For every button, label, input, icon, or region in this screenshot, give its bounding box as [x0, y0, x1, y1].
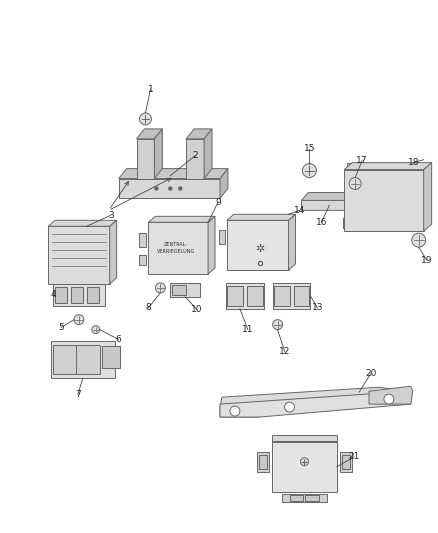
Bar [102, 346, 120, 368]
Circle shape [74, 314, 84, 325]
Text: ZENTRAL-
VERRIEGELUNG: ZENTRAL- VERRIEGELUNG [157, 242, 195, 254]
Bar [290, 495, 304, 500]
Bar [138, 255, 146, 265]
Circle shape [92, 326, 100, 334]
Bar [369, 197, 409, 219]
Circle shape [285, 402, 294, 412]
Bar [53, 284, 105, 306]
Text: 1: 1 [148, 85, 153, 94]
Bar [272, 442, 337, 491]
Polygon shape [148, 216, 215, 222]
Text: 5: 5 [58, 323, 64, 332]
Bar [87, 287, 99, 303]
Circle shape [140, 113, 152, 125]
Bar [282, 494, 327, 502]
Bar [274, 286, 290, 306]
Polygon shape [424, 163, 431, 231]
Bar [293, 286, 309, 306]
Bar [170, 283, 200, 297]
Bar [247, 286, 263, 306]
Text: 3: 3 [108, 211, 113, 220]
Text: 14: 14 [294, 206, 305, 215]
Bar [226, 283, 264, 309]
Bar [219, 230, 226, 244]
Bar [347, 163, 361, 168]
Circle shape [155, 187, 158, 190]
Polygon shape [155, 129, 162, 179]
Circle shape [412, 233, 426, 247]
Bar [257, 452, 269, 472]
Polygon shape [186, 139, 204, 179]
Text: 17: 17 [357, 156, 368, 165]
Polygon shape [137, 139, 155, 179]
Text: 2: 2 [192, 151, 198, 160]
Text: 11: 11 [242, 325, 254, 334]
Bar [272, 435, 337, 441]
Circle shape [273, 320, 283, 329]
Text: 6: 6 [116, 335, 121, 344]
Bar [365, 163, 379, 168]
Text: 19: 19 [421, 255, 432, 264]
Bar [76, 344, 100, 374]
Bar [273, 283, 311, 309]
Polygon shape [289, 214, 296, 270]
Bar [343, 219, 355, 228]
Polygon shape [110, 220, 117, 284]
Polygon shape [204, 129, 212, 179]
Bar [340, 452, 352, 472]
Bar [342, 455, 350, 469]
Bar [60, 285, 97, 291]
Polygon shape [369, 386, 413, 404]
Bar [344, 169, 424, 231]
Polygon shape [220, 387, 411, 417]
Circle shape [169, 187, 172, 190]
Text: 12: 12 [279, 347, 290, 356]
Circle shape [179, 187, 182, 190]
Text: 7: 7 [75, 390, 81, 399]
Bar [227, 220, 289, 270]
Polygon shape [220, 391, 411, 417]
Circle shape [155, 283, 165, 293]
Polygon shape [227, 214, 296, 220]
Polygon shape [119, 168, 228, 179]
Bar [53, 344, 77, 374]
Polygon shape [119, 179, 220, 198]
Circle shape [349, 177, 361, 190]
Bar [148, 222, 208, 274]
Text: 20: 20 [365, 369, 377, 378]
Text: 4: 4 [50, 290, 56, 300]
Polygon shape [344, 163, 431, 169]
Polygon shape [186, 129, 212, 139]
Bar [50, 341, 115, 378]
Bar [55, 287, 67, 303]
Bar [259, 455, 267, 469]
Text: 15: 15 [304, 144, 315, 154]
Polygon shape [48, 220, 117, 226]
Polygon shape [208, 216, 215, 274]
Circle shape [300, 458, 308, 466]
Bar [138, 233, 146, 247]
Polygon shape [301, 192, 364, 200]
Bar [172, 285, 186, 295]
Polygon shape [137, 129, 162, 139]
Polygon shape [301, 192, 364, 211]
Text: 10: 10 [191, 305, 203, 314]
Text: 8: 8 [145, 303, 151, 312]
Circle shape [384, 394, 394, 404]
Text: ✲: ✲ [255, 244, 265, 254]
Text: 13: 13 [311, 303, 323, 312]
Text: 16: 16 [316, 218, 327, 227]
Bar [48, 226, 110, 284]
Bar [71, 287, 83, 303]
Text: 21: 21 [349, 453, 360, 461]
Text: 18: 18 [408, 158, 420, 167]
Polygon shape [220, 168, 228, 198]
Circle shape [303, 164, 316, 177]
Text: 9: 9 [215, 198, 221, 207]
Bar [305, 495, 319, 500]
Bar [383, 163, 397, 168]
Circle shape [230, 406, 240, 416]
Bar [227, 286, 243, 306]
